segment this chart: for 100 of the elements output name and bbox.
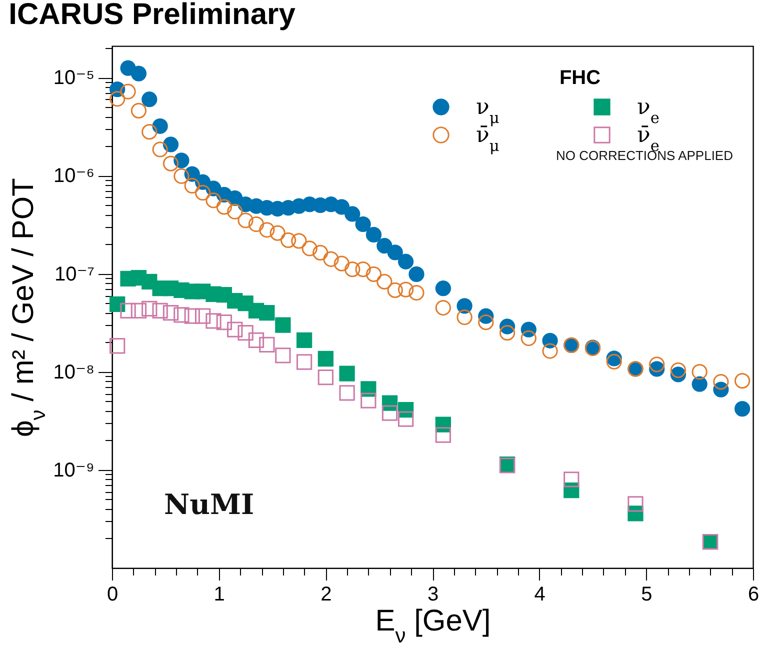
point xyxy=(248,216,264,232)
point xyxy=(564,472,580,488)
point xyxy=(692,376,708,392)
point xyxy=(174,152,190,168)
point xyxy=(435,280,452,296)
chart-title: ICARUS Preliminary xyxy=(8,0,296,32)
point xyxy=(387,244,403,260)
legend-label: ν$_{e}$ xyxy=(637,95,660,127)
point xyxy=(238,212,254,228)
point xyxy=(323,251,339,267)
point xyxy=(206,192,222,208)
x-axis-title: E$_{ν}$ [GeV] xyxy=(375,604,491,647)
point xyxy=(355,262,371,278)
point xyxy=(216,314,232,330)
point xyxy=(302,240,318,256)
point xyxy=(628,496,644,512)
point xyxy=(376,274,392,290)
point xyxy=(152,118,168,134)
x-tick-label: 5 xyxy=(641,584,652,606)
point xyxy=(334,199,350,215)
legend-title: FHC xyxy=(559,67,601,89)
point xyxy=(142,92,158,108)
point xyxy=(184,308,200,324)
point xyxy=(408,284,424,301)
point xyxy=(355,216,371,232)
x-tick-label: 3 xyxy=(427,584,439,606)
point xyxy=(296,354,312,370)
y-tick-label: 10⁻⁹ xyxy=(53,459,94,482)
point xyxy=(110,338,126,354)
point xyxy=(142,124,158,140)
point xyxy=(670,362,686,378)
point xyxy=(382,405,398,421)
point xyxy=(174,307,190,323)
point xyxy=(360,392,376,408)
point xyxy=(713,374,729,390)
point xyxy=(130,66,147,82)
point xyxy=(339,366,355,382)
point xyxy=(259,222,275,238)
point xyxy=(238,324,254,341)
point xyxy=(110,91,126,107)
point xyxy=(478,314,494,330)
point xyxy=(366,266,382,282)
point xyxy=(318,369,334,386)
point xyxy=(216,199,232,215)
point xyxy=(398,254,414,270)
point xyxy=(376,238,392,254)
x-tick-label: 6 xyxy=(748,584,760,606)
point xyxy=(227,322,243,338)
point xyxy=(162,156,179,172)
point xyxy=(435,300,452,316)
point xyxy=(387,282,403,298)
point xyxy=(142,300,158,317)
point xyxy=(398,411,414,427)
y-tick-label: 10⁻⁶ xyxy=(53,165,94,188)
point xyxy=(194,184,211,201)
point xyxy=(270,225,286,241)
point xyxy=(130,102,147,118)
point xyxy=(296,332,312,348)
annotation: NuMI xyxy=(164,488,254,521)
point xyxy=(499,325,516,341)
point xyxy=(542,343,558,359)
point xyxy=(194,308,211,324)
point xyxy=(227,204,243,220)
point xyxy=(152,302,168,319)
point xyxy=(152,142,168,158)
x-tick-label: 1 xyxy=(214,584,225,606)
y-tick-label: 10⁻⁷ xyxy=(54,263,94,286)
point xyxy=(456,309,472,326)
point xyxy=(312,244,328,260)
point xyxy=(162,136,179,152)
point xyxy=(344,206,360,222)
point xyxy=(435,427,452,443)
point xyxy=(456,298,472,314)
point xyxy=(339,385,355,401)
x-tick-label: 0 xyxy=(106,584,118,606)
point xyxy=(291,233,307,249)
point xyxy=(520,330,536,346)
y-tick-label: 10⁻⁵ xyxy=(53,67,94,90)
point xyxy=(734,373,750,389)
point xyxy=(259,304,275,321)
x-tick-label: 4 xyxy=(534,584,546,606)
point xyxy=(130,302,147,319)
point xyxy=(408,266,424,282)
point xyxy=(280,232,296,248)
point xyxy=(120,84,136,100)
point xyxy=(259,336,275,353)
x-tick-label: 2 xyxy=(320,584,332,606)
point xyxy=(184,178,200,194)
point xyxy=(398,282,414,298)
y-tick-label: 10⁻⁸ xyxy=(53,361,94,384)
point xyxy=(110,296,126,312)
point xyxy=(162,304,179,321)
point xyxy=(248,332,264,348)
point xyxy=(275,317,291,333)
point xyxy=(606,354,622,370)
point xyxy=(275,348,291,364)
point xyxy=(334,256,350,272)
point xyxy=(318,350,334,367)
point xyxy=(174,168,190,184)
point xyxy=(206,313,222,329)
